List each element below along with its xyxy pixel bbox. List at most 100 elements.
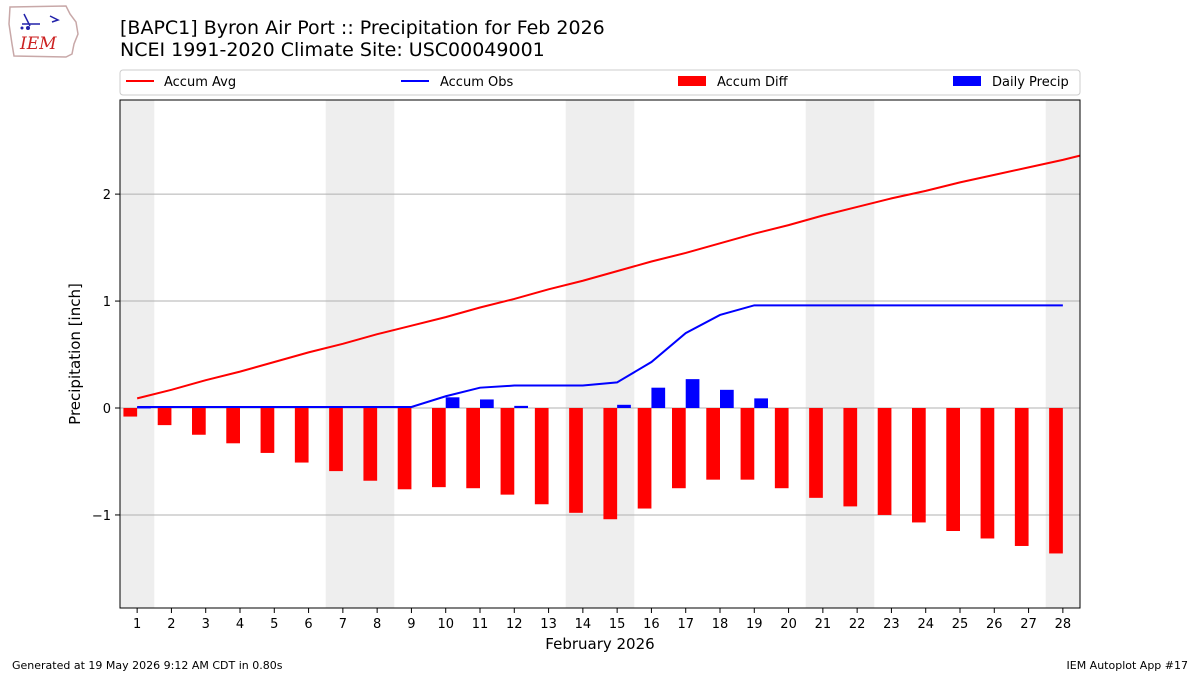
x-tick-label-2: 2	[167, 617, 175, 632]
diff-bar-22	[843, 408, 858, 507]
x-tick-label-26: 26	[986, 617, 1003, 632]
accum-avg-line	[136, 154, 1081, 400]
diff-bar-24	[912, 408, 926, 523]
weekend-band-7	[325, 100, 360, 608]
diff-bar-17	[672, 408, 686, 489]
daily-bar-15	[617, 404, 631, 409]
x-tick-label-25: 25	[952, 617, 969, 632]
diff-bar-25	[946, 408, 960, 531]
y-tick-label-1: 0	[103, 402, 111, 417]
app-note: IEM Autoplot App #17	[1066, 659, 1189, 672]
accum-obs-line	[137, 304, 1063, 408]
daily-bar-11	[480, 399, 494, 409]
legend-box	[119, 69, 1081, 96]
weekend-band-8	[360, 100, 395, 608]
lines	[136, 154, 1081, 408]
legend-diff-label: Accum Diff	[717, 75, 789, 90]
generated-note: Generated at 19 May 2026 9:12 AM CDT in …	[12, 659, 283, 672]
weekend-shading	[120, 100, 1080, 608]
diff-bar-7	[329, 408, 343, 472]
x-axis-label: February 2026	[545, 635, 654, 653]
x-tick-label-24: 24	[917, 617, 934, 632]
diff-bar-1	[123, 408, 138, 417]
diff-bar-20	[774, 408, 789, 489]
x-tick-label-16: 16	[643, 617, 660, 632]
x-tick-label-1: 1	[133, 617, 141, 632]
y-tick-label-2: 1	[103, 295, 111, 310]
diff-bar-13	[534, 408, 549, 505]
x-tick-label-21: 21	[815, 617, 832, 632]
diff-bar-4	[226, 408, 240, 444]
legend-diff-swatch	[678, 76, 706, 86]
bars	[123, 379, 1063, 554]
x-tick-label-20: 20	[780, 617, 797, 632]
x-tick-label-9: 9	[407, 617, 415, 632]
diff-bar-18	[706, 408, 720, 480]
daily-bar-18	[720, 389, 734, 409]
x-tick-label-28: 28	[1055, 617, 1072, 632]
diff-bar-23	[877, 408, 892, 515]
weekend-band-22	[840, 100, 875, 608]
diff-bar-5	[260, 408, 275, 453]
legend-daily-swatch	[953, 76, 981, 86]
y-tick-label-0: −1	[92, 509, 111, 524]
x-tick-label-15: 15	[609, 617, 626, 632]
diff-bar-10	[432, 408, 446, 488]
x-tick-label-17: 17	[677, 617, 694, 632]
axis-ticks: 1 2 3 4 5 6 7 8 9 10 11 12 13 14 15 16 17 18 19 20 21 22 23 24 2…	[92, 188, 1071, 632]
legend-avg-label: Accum Avg	[164, 75, 236, 90]
diff-bar-11	[466, 408, 480, 489]
x-tick-label-3: 3	[202, 617, 210, 632]
x-tick-label-8: 8	[373, 617, 381, 632]
legend-daily-label: Daily Precip	[992, 75, 1069, 90]
title-line-1: [BAPC1] Byron Air Port :: Precipitation …	[120, 17, 605, 39]
chart-title: [BAPC1] Byron Air Port :: Precipitation …	[120, 17, 605, 61]
diff-bar-27	[1014, 408, 1029, 546]
x-tick-label-5: 5	[270, 617, 278, 632]
y-tick-label-3: 2	[103, 188, 111, 203]
x-tick-label-12: 12	[506, 617, 523, 632]
diff-bar-6	[294, 408, 309, 463]
daily-bar-12	[514, 405, 528, 409]
daily-bar-16	[651, 387, 666, 409]
weekend-band-14	[565, 100, 600, 608]
weekend-band-21	[805, 100, 840, 608]
legend-obs-label: Accum Obs	[440, 75, 513, 90]
x-tick-label-4: 4	[236, 617, 244, 632]
x-tick-label-14: 14	[575, 617, 592, 632]
x-tick-label-10: 10	[437, 617, 454, 632]
diff-bar-2	[157, 408, 172, 426]
x-tick-label-19: 19	[746, 617, 763, 632]
y-axis-label: Precipitation [inch]	[66, 283, 84, 425]
daily-bar-10	[445, 397, 460, 409]
weekend-band-1	[120, 100, 155, 608]
x-tick-label-23: 23	[883, 617, 900, 632]
iem-logo: IEM	[8, 5, 79, 58]
plot-frame	[119, 99, 1081, 609]
diff-bar-26	[980, 408, 995, 539]
diff-bar-8	[363, 408, 378, 481]
weekend-band-15	[600, 100, 635, 608]
x-tick-label-22: 22	[849, 617, 866, 632]
title-line-2: NCEI 1991-2020 Climate Site: USC00049001	[120, 39, 545, 61]
diff-bar-28	[1049, 408, 1063, 554]
x-tick-label-7: 7	[339, 617, 347, 632]
diff-bar-15	[603, 408, 618, 520]
x-tick-label-6: 6	[304, 617, 312, 632]
x-tick-label-11: 11	[472, 617, 489, 632]
diff-bar-21	[809, 408, 823, 498]
daily-bar-19	[754, 398, 768, 409]
diff-bar-12	[500, 408, 515, 495]
daily-bar-17	[685, 379, 700, 409]
x-tick-label-27: 27	[1020, 617, 1037, 632]
legend: Accum Avg Accum Obs Accum Diff Daily Pre…	[119, 69, 1081, 96]
diff-bar-3	[192, 408, 206, 435]
diff-bar-19	[740, 408, 755, 480]
diff-bar-9	[397, 408, 412, 490]
diff-bar-16	[637, 408, 652, 509]
diff-bar-14	[569, 408, 583, 513]
x-tick-label-18: 18	[712, 617, 729, 632]
logo-text: IEM	[19, 34, 57, 54]
x-tick-label-13: 13	[540, 617, 557, 632]
